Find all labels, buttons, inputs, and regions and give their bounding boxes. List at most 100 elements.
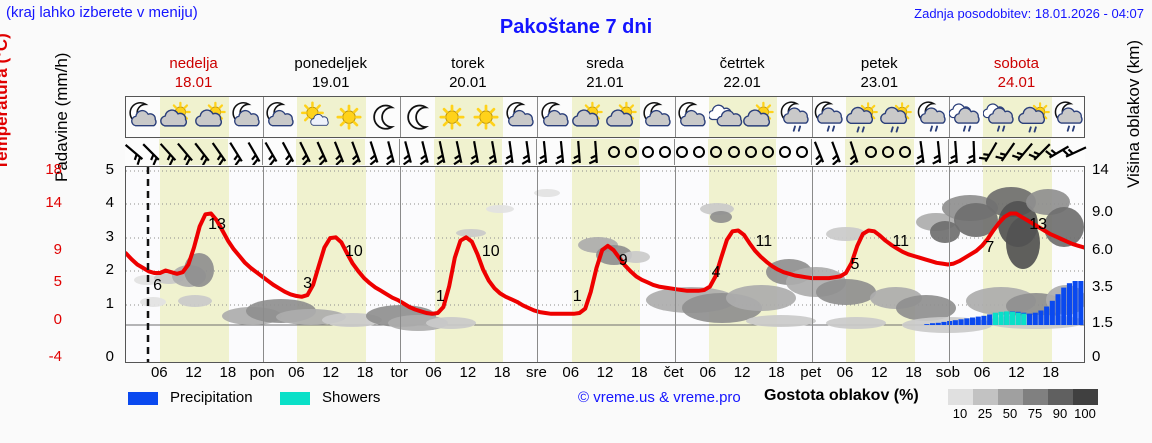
daylight-band-3 (571, 167, 641, 362)
wind-barb-calm (668, 139, 696, 165)
day-separator-1 (263, 97, 265, 137)
wind-barb (840, 139, 868, 166)
wind-barb (171, 139, 199, 166)
wind-barb (274, 139, 302, 166)
wind-barb (1045, 139, 1073, 165)
weather-icon-moon (400, 99, 434, 137)
day-header-0: nedelja 18.01 (125, 54, 262, 92)
daylight-band-2 (434, 167, 504, 362)
weather-icon-sun-smallcloud (298, 99, 332, 137)
day-separator-5 (811, 167, 813, 362)
wind-barb-calm (737, 139, 765, 165)
temperature-point-label: 10 (481, 243, 500, 260)
temperature-tick-4: 0 (53, 311, 62, 328)
day-separator-wind-5 (810, 139, 812, 165)
temperature-point-label: 7 (985, 238, 995, 256)
credit-link[interactable]: © vreme.us & vreme.pro (578, 389, 741, 406)
day-header-5: petek 23.01 (811, 54, 948, 92)
x-tick-19: pet (800, 364, 822, 381)
temperature-point-label: 11 (892, 232, 910, 250)
x-tick-24: 06 (973, 364, 991, 381)
temperature-point-label: 1 (435, 287, 445, 305)
x-tick-12: 06 (562, 364, 580, 381)
x-tick-13: 12 (596, 364, 614, 381)
day-name: petek (860, 55, 898, 72)
day-separator-4 (674, 97, 676, 137)
day-name: ponedeljek (294, 55, 367, 72)
x-tick-23: sob (935, 364, 960, 381)
daylight-band-5 (846, 167, 915, 362)
day-separator-wind-6 (947, 139, 949, 165)
cloud-density-tick-1: 25 (977, 406, 993, 421)
day-separator-wind-1 (262, 139, 264, 165)
wind-barb (462, 139, 490, 166)
day-name: torek (451, 55, 485, 72)
day-separator-6 (948, 97, 950, 137)
wind-barb (445, 139, 473, 166)
wind-barb (394, 139, 422, 166)
wind-barb (342, 139, 370, 166)
weather-icon-sun (435, 99, 469, 137)
x-tick-26: 18 (1042, 364, 1060, 381)
cloud-density-box-1 (973, 389, 998, 405)
wind-barb-calm (634, 139, 662, 165)
wind-barb (188, 139, 216, 166)
wind-barb (977, 139, 1005, 165)
weather-icon-moon-cloud (538, 99, 572, 137)
temperature-point-label: 4 (711, 264, 721, 281)
temperature-point-label: 5 (850, 255, 860, 273)
wind-barb-calm (891, 139, 919, 165)
cloud-density-box-0 (948, 389, 973, 405)
weather-icon-moon-cloud (229, 99, 263, 137)
meteogram-plot: 613310110194115117139 (124, 96, 1087, 363)
temperature-tick-3: 5 (53, 273, 62, 290)
cloud-density-tick-4: 90 (1052, 406, 1068, 421)
cloud-density-tick-2: 50 (1002, 406, 1018, 421)
wind-barb-calm (685, 139, 713, 165)
day-separator-4 (674, 167, 676, 362)
temperature-point-label: 6 (153, 277, 162, 294)
wind-barb (222, 139, 250, 166)
x-tick-15: čet (663, 364, 684, 381)
wind-barb-calm (857, 139, 885, 165)
x-tick-22: 18 (905, 364, 922, 381)
cloud-height-tick-3: 3.5 (1092, 278, 1113, 295)
wind-barb (497, 139, 525, 165)
wind-barb-calm (720, 139, 748, 165)
day-header-2: torek 20.01 (399, 54, 536, 92)
temperature-tick-5: -4 (48, 348, 62, 365)
x-tick-3: pon (249, 364, 275, 381)
day-separator-wind-4 (673, 139, 675, 165)
wind-barb (822, 139, 850, 166)
weather-icon-moon-cloud (675, 99, 709, 137)
weather-icon-sun-cloud-rain (880, 99, 914, 137)
x-tick-17: 12 (733, 364, 751, 381)
weather-icon-sun-cloud-rain (1017, 99, 1052, 137)
wind-barb (325, 139, 353, 166)
x-tick-16: 06 (699, 364, 717, 381)
wind-barb (480, 139, 508, 166)
wind-barb-calm (788, 139, 816, 165)
weather-icon-sun-cloud (743, 99, 777, 137)
daylight-band-wind-4 (707, 139, 777, 165)
x-tick-10: 18 (493, 364, 511, 381)
cloud-density-box-2 (998, 389, 1023, 405)
cloud-height-tick-5: 0 (1092, 348, 1101, 365)
wind-barb-calm (617, 139, 645, 165)
wind-barb (377, 139, 405, 166)
cloud-density-tick-0: 10 (952, 406, 968, 421)
wind-barb (908, 139, 936, 165)
day-separator-2 (400, 97, 402, 137)
day-separator-wind-2 (399, 139, 401, 165)
x-tick-7: tor (390, 364, 409, 381)
weather-icon-sun-cloud (606, 99, 640, 137)
temperature-tick-1: 14 (45, 194, 62, 211)
weather-icon-cloud-rain (949, 99, 983, 137)
day-date: 19.01 (311, 74, 350, 91)
wind-barb-calm (651, 139, 679, 165)
chart-legend: Precipitation Showers © vreme.us & vreme… (128, 387, 1148, 429)
x-tick-9: 12 (459, 364, 477, 381)
wind-barb (360, 139, 388, 166)
x-tick-5: 12 (322, 364, 340, 381)
cloud-height-tick-4: 1.5 (1092, 314, 1113, 331)
